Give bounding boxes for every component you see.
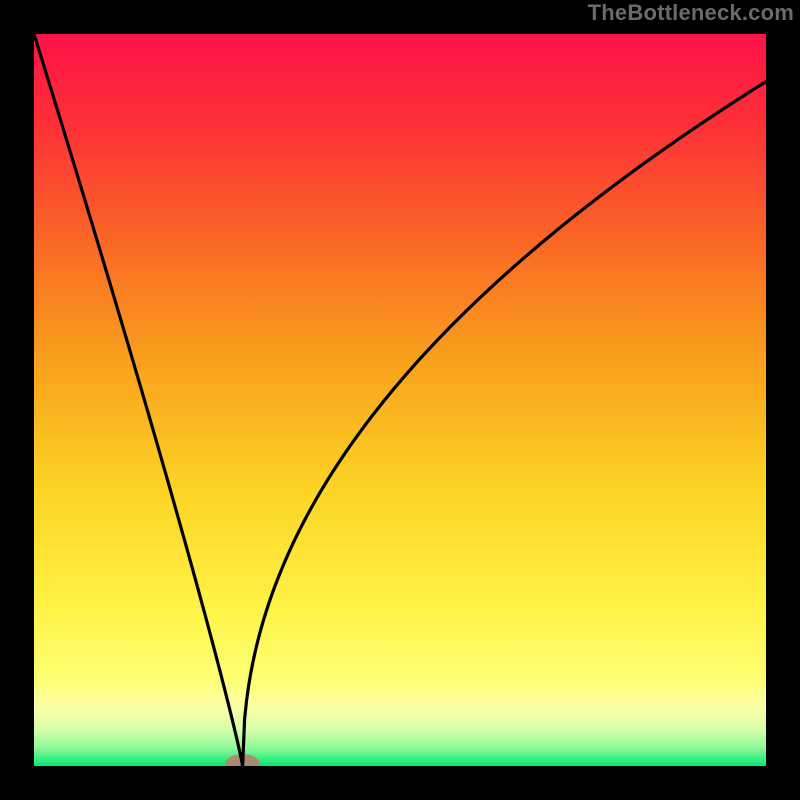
frame-left [0, 0, 34, 800]
bottleneck-chart [0, 0, 800, 800]
watermark-text: TheBottleneck.com [588, 0, 794, 26]
chart-container: TheBottleneck.com [0, 0, 800, 800]
frame-bottom [0, 766, 800, 800]
frame-right [766, 0, 800, 800]
